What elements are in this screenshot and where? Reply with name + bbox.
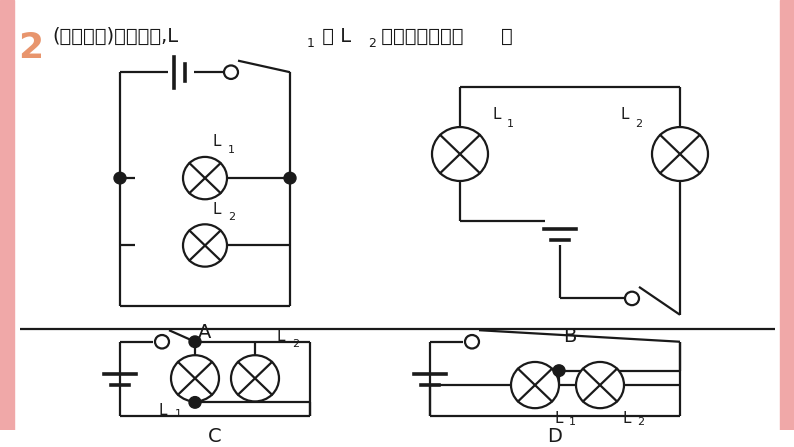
- Text: C: C: [208, 427, 222, 447]
- Text: L: L: [554, 411, 562, 426]
- Circle shape: [189, 336, 201, 347]
- Text: 与 L: 与 L: [316, 27, 351, 46]
- Text: 1: 1: [507, 119, 514, 129]
- Text: L: L: [277, 329, 286, 344]
- Text: 属于串联的是（      ）: 属于串联的是（ ）: [375, 27, 513, 46]
- Circle shape: [465, 335, 479, 349]
- Circle shape: [171, 355, 219, 401]
- Bar: [780, 0, 794, 430]
- Circle shape: [114, 172, 126, 184]
- Text: (阜新中考)如图所示,L: (阜新中考)如图所示,L: [52, 27, 178, 46]
- Circle shape: [625, 292, 639, 305]
- Circle shape: [432, 127, 488, 181]
- Text: 2: 2: [292, 339, 299, 350]
- Text: L: L: [622, 411, 630, 426]
- Circle shape: [231, 355, 279, 401]
- Text: 2: 2: [368, 37, 376, 50]
- Circle shape: [284, 172, 296, 184]
- Text: 2: 2: [637, 417, 644, 427]
- Text: L: L: [492, 107, 500, 122]
- Text: L: L: [620, 107, 629, 122]
- Circle shape: [553, 365, 565, 376]
- Circle shape: [224, 65, 238, 79]
- Circle shape: [183, 224, 227, 267]
- Text: 2: 2: [635, 119, 642, 129]
- Text: 2: 2: [228, 212, 235, 222]
- Circle shape: [155, 335, 169, 349]
- Text: L: L: [213, 202, 222, 217]
- Circle shape: [183, 157, 227, 199]
- Text: 1: 1: [228, 145, 235, 155]
- Text: D: D: [548, 427, 562, 447]
- Text: 1: 1: [569, 417, 576, 427]
- Text: 1: 1: [307, 37, 315, 50]
- Circle shape: [189, 396, 201, 408]
- Text: L: L: [213, 134, 222, 149]
- Bar: [0, 0, 14, 430]
- Circle shape: [576, 362, 624, 408]
- Text: 2: 2: [18, 31, 43, 65]
- Circle shape: [652, 127, 708, 181]
- Text: A: A: [198, 324, 212, 342]
- Circle shape: [511, 362, 559, 408]
- Text: L: L: [159, 403, 167, 418]
- Text: 1: 1: [175, 409, 182, 419]
- Text: B: B: [563, 327, 576, 346]
